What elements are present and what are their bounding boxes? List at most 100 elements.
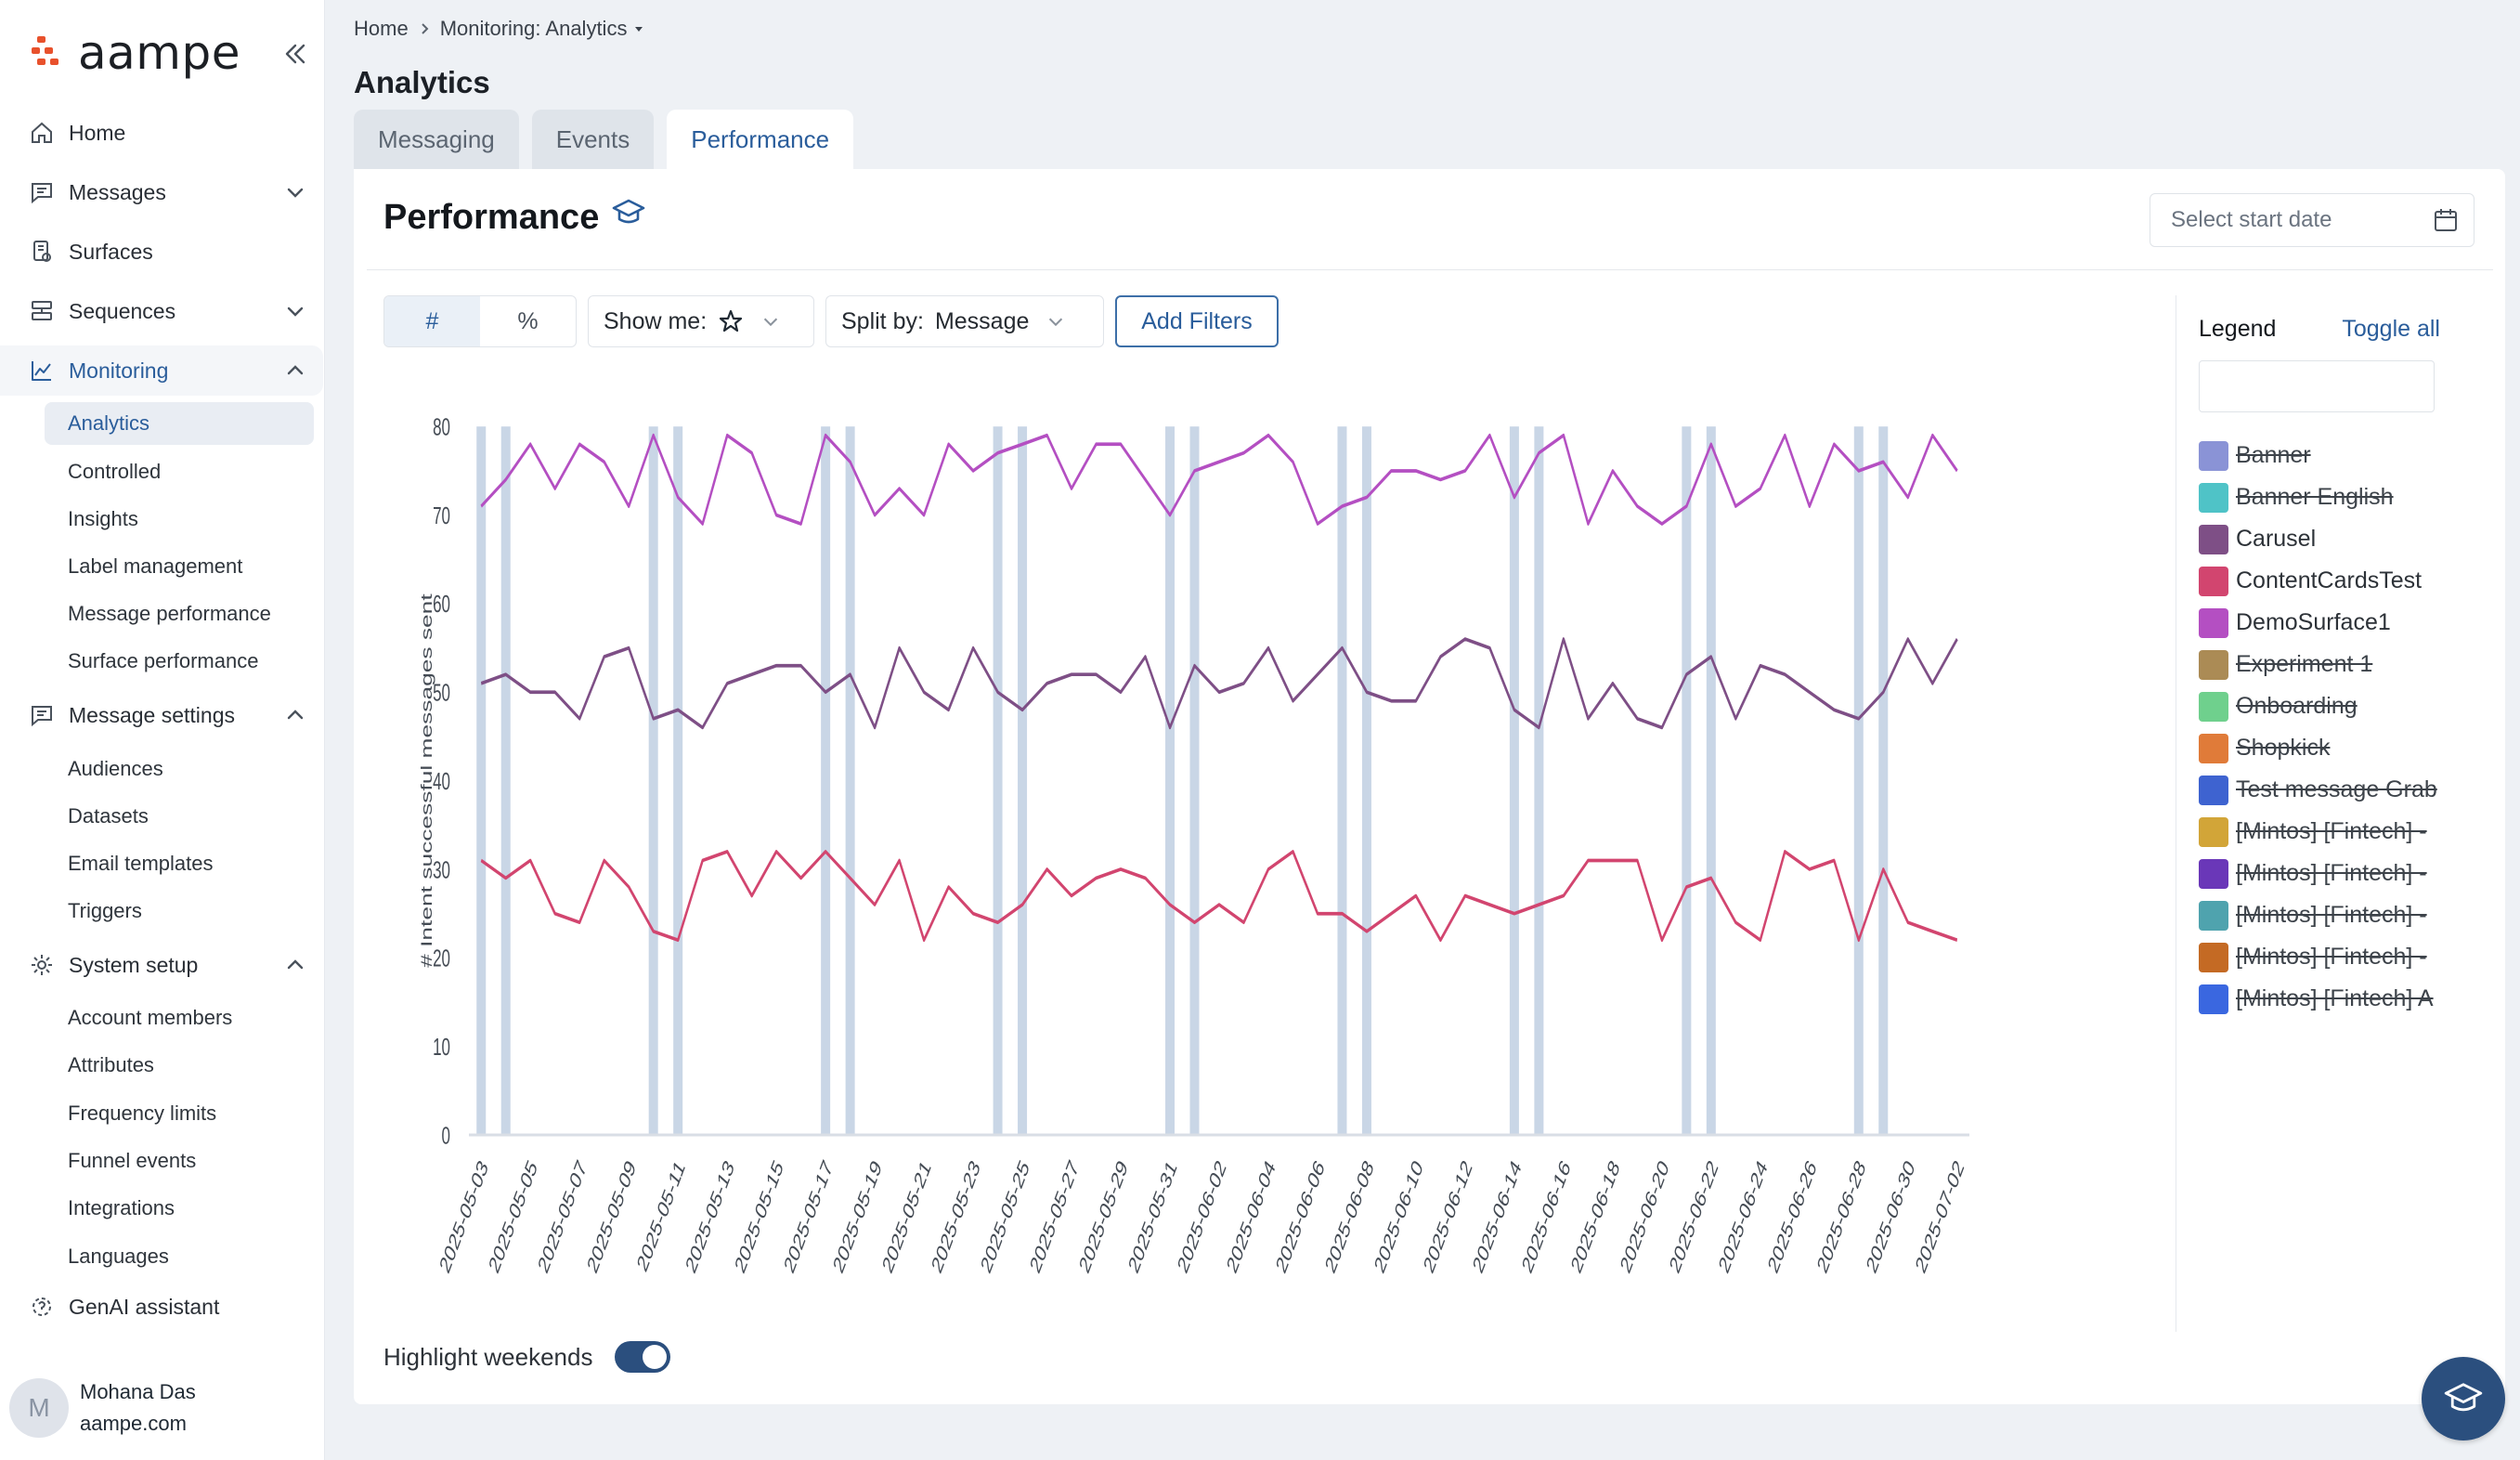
- legend-item-label: [Mintos] [Fintech] -: [2236, 860, 2427, 886]
- unit-count-button[interactable]: #: [384, 296, 480, 346]
- y-axis-label: # Intent successful messages sent: [418, 593, 435, 968]
- performance-panel: Performance Select start date # % Show m…: [354, 169, 2505, 1404]
- double-chevron-left-icon: [285, 44, 305, 64]
- weekend-band: [648, 426, 658, 1135]
- series-line-carusel: [480, 637, 1958, 730]
- legend-item-label: [Mintos] [Fintech] -: [2236, 944, 2427, 970]
- legend-item-label: Experiment 1: [2236, 651, 2373, 677]
- legend-item[interactable]: Onboarding: [2199, 685, 2456, 727]
- sidebar-item-label: Message settings: [69, 702, 235, 727]
- sidebar-subitem-insights[interactable]: Insights: [68, 507, 138, 530]
- sidebar-subitem-email-templates[interactable]: Email templates: [68, 852, 214, 875]
- legend-item[interactable]: [Mintos] [Fintech] -: [2199, 853, 2456, 894]
- weekend-band: [1853, 426, 1864, 1135]
- sidebar-subitem-controlled[interactable]: Controlled: [68, 460, 162, 483]
- sidebar-item-messages[interactable]: Messages: [28, 170, 316, 215]
- user-name: Mohana Das: [80, 1380, 196, 1403]
- collapse-sidebar-button[interactable]: [277, 37, 314, 71]
- tab-messaging[interactable]: Messaging: [354, 110, 519, 169]
- legend-item[interactable]: [Mintos] [Fintech] A: [2199, 978, 2456, 1020]
- message-settings-icon: [28, 701, 56, 729]
- legend-item-label: ContentCardsTest: [2236, 567, 2423, 593]
- legend-item[interactable]: [Mintos] [Fintech] -: [2199, 894, 2456, 936]
- sidebar-item-monitoring[interactable]: Monitoring: [28, 348, 316, 393]
- legend-item[interactable]: Test message Grab: [2199, 769, 2456, 811]
- sidebar-item-message-settings[interactable]: Message settings: [28, 693, 316, 737]
- legend-item-label: Test message Grab: [2236, 776, 2437, 802]
- weekend-band: [1878, 426, 1889, 1135]
- header-divider: [367, 269, 2493, 270]
- sidebar-subitem-funnel-events[interactable]: Funnel events: [68, 1149, 197, 1172]
- split-by-select[interactable]: Split by: Message: [825, 295, 1104, 347]
- x-tick-label: 2025-06-16: [1518, 1155, 1574, 1278]
- y-tick-label: 20: [433, 945, 450, 972]
- unit-percent-button[interactable]: %: [517, 307, 539, 334]
- sidebar-subitem-languages[interactable]: Languages: [68, 1245, 169, 1268]
- line-chart: 0 10 20 30 40 50 60 70 80 # Intent successful mes…: [418, 413, 1969, 1278]
- sidebar-subitem-frequency-limits[interactable]: Frequency limits: [68, 1102, 217, 1125]
- toggle-all-button[interactable]: Toggle all: [2342, 316, 2440, 342]
- sidebar-subitem-message-performance[interactable]: Message performance: [68, 602, 271, 625]
- sidebar-item-genai-assistant[interactable]: GenAI assistant: [28, 1286, 316, 1327]
- tab-events[interactable]: Events: [531, 110, 655, 169]
- breadcrumb-home[interactable]: Home: [354, 17, 409, 40]
- legend-item[interactable]: DemoSurface1: [2199, 602, 2456, 644]
- sidebar-subitem-audiences[interactable]: Audiences: [68, 757, 163, 780]
- sidebar-item-home[interactable]: Home: [28, 111, 316, 155]
- legend-item[interactable]: Experiment 1: [2199, 644, 2456, 685]
- legend-swatch: [2199, 984, 2228, 1014]
- logo-text: aampe: [78, 26, 240, 80]
- legend-item[interactable]: Shopkick: [2199, 727, 2456, 769]
- breadcrumb-current[interactable]: Monitoring: Analytics: [439, 17, 628, 40]
- sidebar-item-label: Monitoring: [69, 358, 169, 383]
- start-date-input[interactable]: Select start date: [2150, 193, 2475, 247]
- sidebar-subitem-attributes[interactable]: Attributes: [68, 1053, 154, 1076]
- star-icon: [720, 309, 743, 332]
- split-by-label: Split by:: [841, 307, 924, 334]
- legend-item-label: Onboarding: [2236, 693, 2358, 719]
- legend-item[interactable]: Carusel: [2199, 518, 2456, 560]
- sidebar-item-system-setup[interactable]: System setup: [28, 943, 316, 987]
- legend-search-input[interactable]: [2199, 360, 2435, 412]
- x-tick-label: 2025-05-25: [977, 1155, 1033, 1278]
- sidebar-subitem-account-members[interactable]: Account members: [68, 1006, 233, 1029]
- x-tick-label: 2025-06-28: [1813, 1155, 1869, 1278]
- sidebar-subitem-surface-performance[interactable]: Surface performance: [68, 649, 259, 672]
- x-tick-label: 2025-05-21: [878, 1155, 934, 1278]
- legend-item[interactable]: [Mintos] [Fintech] -: [2199, 936, 2456, 978]
- legend-item[interactable]: Banner English: [2199, 476, 2456, 518]
- sidebar-subitem-datasets[interactable]: Datasets: [68, 804, 149, 828]
- weekend-band: [673, 426, 683, 1135]
- legend-item-label: [Mintos] [Fintech] A: [2236, 985, 2434, 1011]
- panel-title: Performance: [383, 197, 645, 238]
- logo[interactable]: aampe: [32, 26, 240, 80]
- highlight-weekends-toggle[interactable]: [615, 1341, 671, 1373]
- tab-performance[interactable]: Performance: [667, 110, 854, 169]
- show-me-label: Show me:: [604, 307, 708, 334]
- user-profile[interactable]: M Mohana Das aampe.com: [0, 1356, 325, 1460]
- x-tick-label: 2025-05-11: [633, 1155, 688, 1276]
- help-fab-button[interactable]: [2422, 1357, 2505, 1440]
- sidebar-item-surfaces[interactable]: Surfaces: [28, 229, 316, 274]
- message-icon: [28, 178, 56, 206]
- legend-swatch: [2199, 775, 2228, 805]
- weekend-band: [1509, 426, 1519, 1135]
- chart-legend: Legend Toggle all Banner Banner English Ca…: [2176, 295, 2456, 1332]
- caret-down-icon: [635, 27, 643, 32]
- legend-item[interactable]: Banner: [2199, 435, 2456, 476]
- sidebar-subitem-analytics[interactable]: Analytics: [45, 402, 314, 445]
- legend-swatch: [2199, 607, 2228, 638]
- weekend-band: [476, 426, 487, 1135]
- show-me-select[interactable]: Show me:: [588, 295, 814, 347]
- legend-item[interactable]: ContentCardsTest: [2199, 560, 2456, 602]
- sidebar-subitem-triggers[interactable]: Triggers: [68, 899, 142, 922]
- legend-item[interactable]: [Mintos] [Fintech] -: [2199, 811, 2456, 853]
- weekend-band: [1682, 426, 1692, 1135]
- sidebar-item-sequences[interactable]: Sequences: [28, 289, 316, 333]
- split-by-value: Message: [934, 307, 1030, 334]
- sidebar-subitem-label-management[interactable]: Label management: [68, 554, 243, 578]
- sidebar-subitem-integrations[interactable]: Integrations: [68, 1196, 175, 1219]
- add-filters-button[interactable]: Add Filters: [1115, 295, 1279, 347]
- weekend-band: [1361, 426, 1371, 1135]
- graduation-cap-icon[interactable]: [612, 197, 645, 238]
